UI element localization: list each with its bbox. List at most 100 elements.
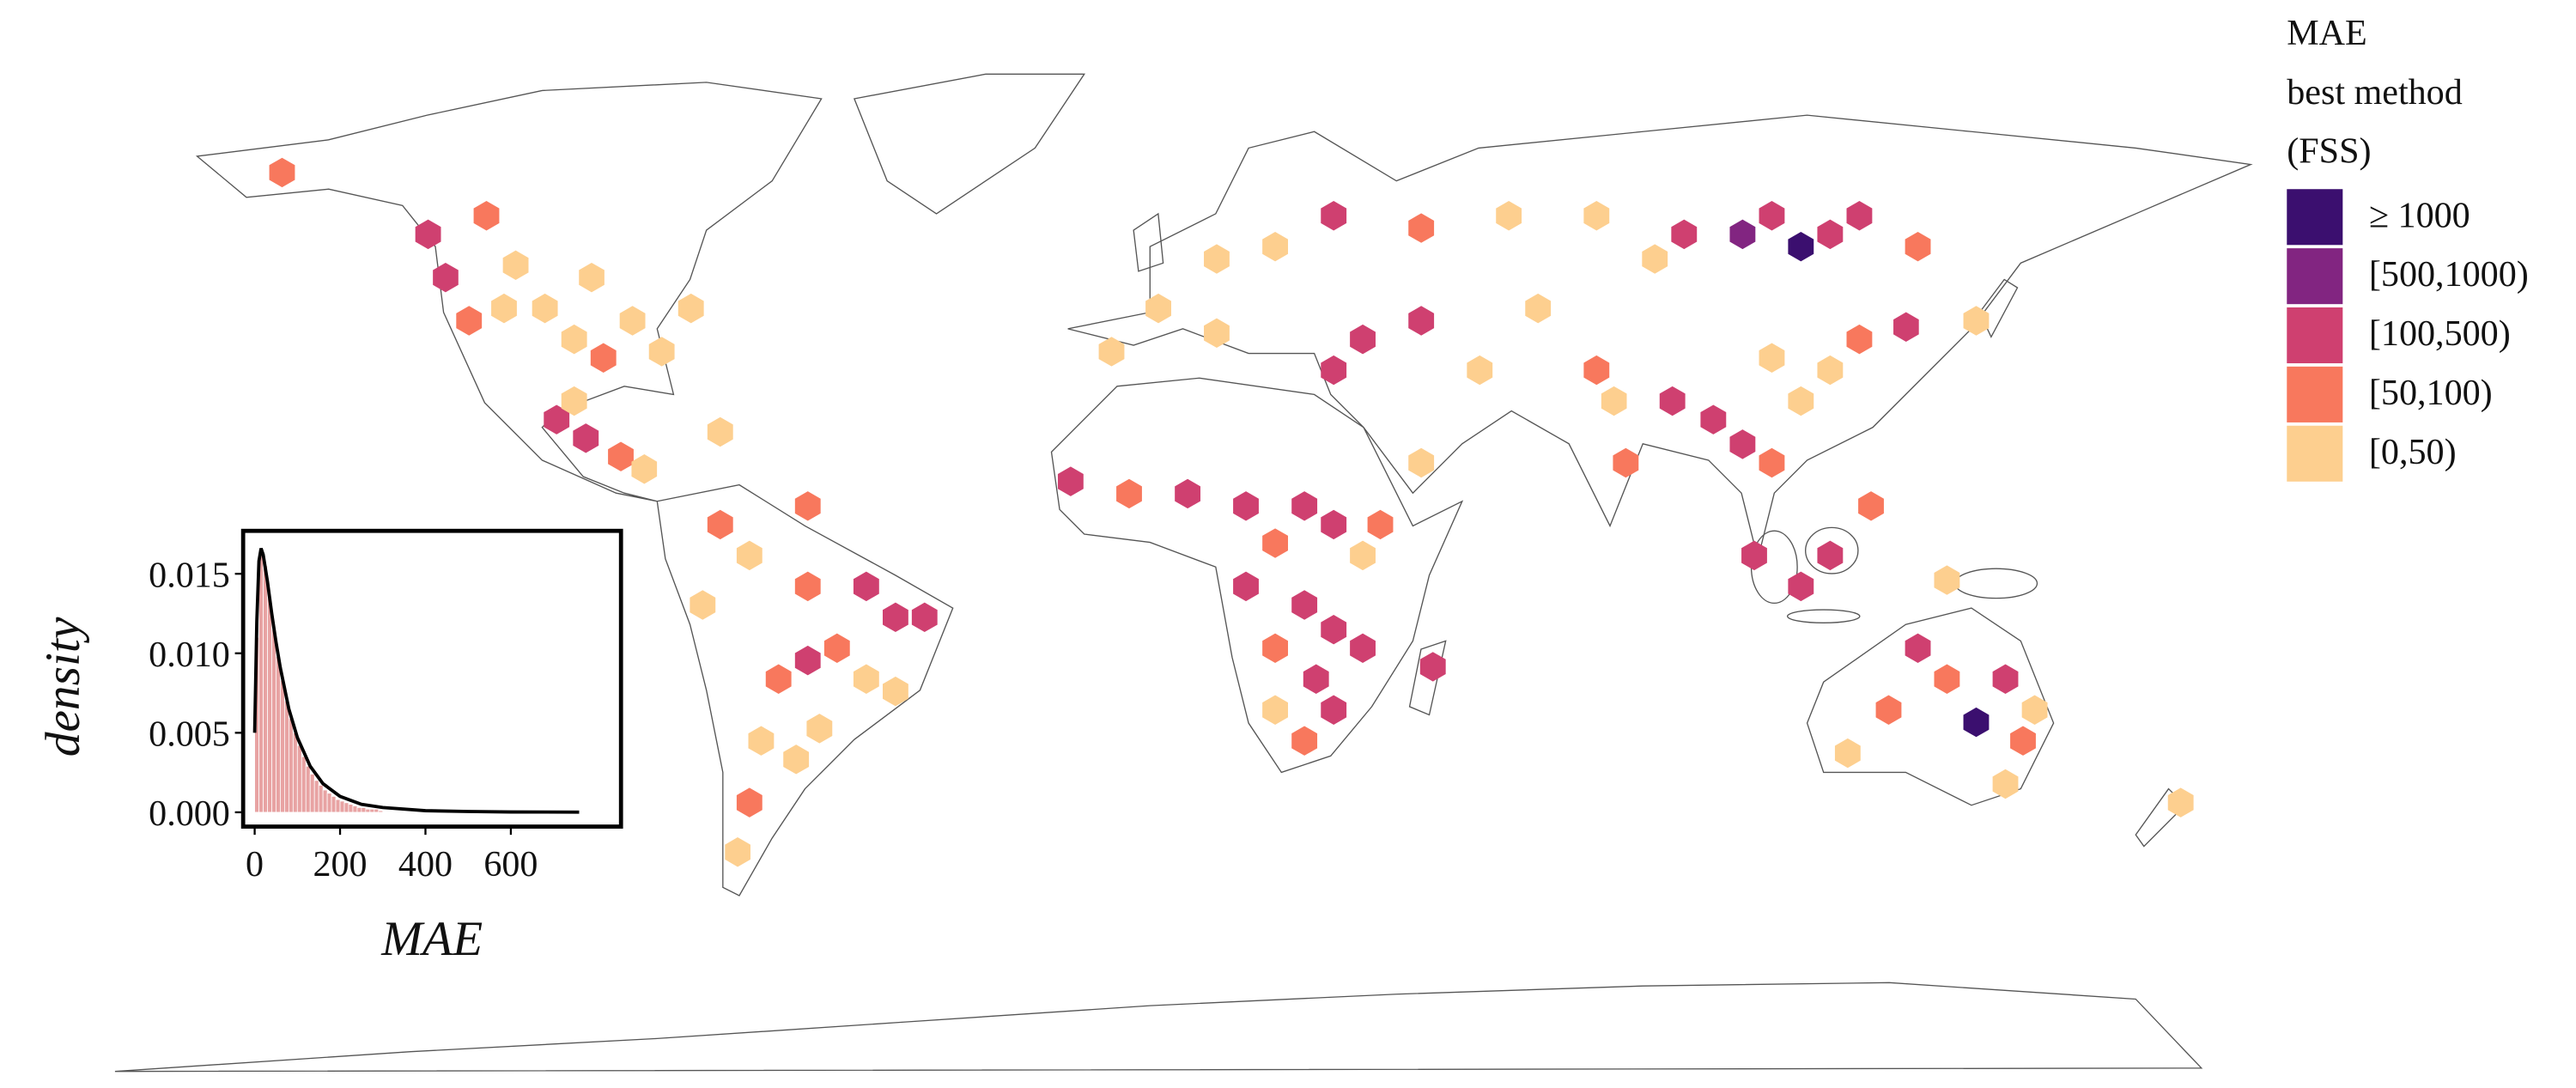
hexbin	[1467, 355, 1493, 386]
y-tick-label: 0.015	[149, 555, 230, 595]
hexbin	[1788, 386, 1814, 416]
histogram-bar	[276, 656, 281, 813]
hexbin	[794, 491, 821, 521]
legend-swatch	[2287, 425, 2343, 482]
inset-histogram: 0 200 400 600 0.000 0.005 0.010 0.015 MAE density	[36, 528, 623, 966]
x-tick-label: 200	[313, 844, 367, 884]
greenland	[853, 73, 1086, 215]
x-axis-label: MAE	[380, 912, 483, 966]
histogram-bar	[301, 756, 307, 813]
hexbin	[1846, 324, 1873, 355]
histogram-bar	[267, 597, 272, 813]
hexbin	[491, 293, 517, 324]
new-guinea	[1954, 568, 2038, 599]
histogram-bar	[263, 565, 268, 813]
hexbin	[794, 571, 821, 602]
hexbin	[1934, 664, 1960, 694]
hexbin	[1659, 386, 1686, 416]
hexbin	[853, 664, 879, 694]
hexbin	[1905, 633, 1931, 664]
hexbin	[1350, 540, 1376, 571]
hexbin	[1408, 213, 1435, 243]
coastlines	[114, 73, 2253, 1073]
legend-swatch	[2287, 248, 2343, 305]
hexbin	[1893, 312, 1919, 342]
borneo	[1805, 526, 1859, 574]
hexbin	[1057, 466, 1084, 496]
hexbin	[1992, 664, 2019, 694]
hexbin	[1262, 528, 1288, 558]
hexbin	[1963, 306, 1990, 336]
hexbin	[1291, 726, 1318, 756]
hexbin	[677, 293, 704, 324]
histogram-bar	[288, 718, 294, 813]
hexbin	[1321, 509, 1347, 540]
histogram-bar	[309, 774, 315, 813]
hexbin	[1788, 571, 1814, 602]
hexbin	[1321, 614, 1347, 645]
hexbin	[532, 293, 558, 324]
legend-label: [0,50)	[2369, 432, 2457, 472]
histogram-bar	[284, 700, 289, 813]
legend-swatch	[2287, 366, 2343, 422]
hexbin	[853, 571, 879, 602]
legend-title: best method	[2287, 72, 2463, 112]
hexbin	[1846, 201, 1873, 231]
hexbin	[1817, 355, 1844, 386]
legend-label: [100,500)	[2369, 313, 2511, 354]
histogram-bar	[305, 765, 311, 813]
histogram-bar	[361, 806, 367, 813]
hexbin	[579, 262, 605, 293]
hexbin	[590, 343, 617, 373]
hexbin	[544, 404, 570, 435]
madagascar	[1408, 640, 1447, 716]
legend-label: ≥ 1000	[2369, 195, 2470, 235]
africa	[1050, 377, 1464, 774]
hexbin	[608, 441, 634, 471]
legend-swatch	[2287, 189, 2343, 246]
hexbin	[1204, 318, 1230, 349]
histogram-bar	[365, 808, 371, 813]
histogram-bar	[318, 785, 324, 813]
legend-label: [50,100)	[2369, 373, 2493, 413]
hexbin	[1817, 219, 1844, 250]
histogram-bar	[296, 745, 302, 813]
hexbin	[1934, 565, 1960, 595]
hexbin	[1291, 491, 1318, 521]
hexbin	[707, 509, 733, 540]
hexbin	[1642, 244, 1668, 274]
legend-label: [500,1000)	[2369, 254, 2529, 295]
hexbin	[1321, 355, 1347, 386]
hexbin	[1759, 201, 1785, 231]
south-america	[656, 483, 954, 897]
hexbin	[1408, 306, 1435, 336]
hexbin	[1496, 201, 1522, 231]
hexbin	[1613, 447, 1639, 478]
hexbin	[1525, 293, 1552, 324]
hexbin	[1759, 447, 1785, 478]
hexbin	[1729, 219, 1756, 250]
hexbin	[1262, 231, 1288, 262]
hexbin	[882, 602, 908, 633]
hexbin	[1419, 652, 1446, 682]
hexbin	[1817, 540, 1844, 571]
hexbin	[1262, 695, 1288, 725]
histogram-bar	[378, 810, 384, 813]
hexbin	[1291, 590, 1318, 620]
hexbin	[1992, 769, 2019, 799]
hexbin	[1788, 231, 1814, 262]
hexbin	[806, 714, 833, 744]
hexbin	[783, 745, 810, 775]
hexbin	[473, 201, 500, 231]
histogram-bar	[326, 793, 332, 813]
hexbin	[1321, 695, 1347, 725]
histogram-bar	[322, 789, 328, 813]
histogram-bar	[374, 808, 380, 813]
y-tick-label: 0.005	[149, 714, 230, 755]
hexbin	[269, 157, 295, 188]
y-tick-label: 0.010	[149, 635, 230, 675]
hexbin	[1367, 509, 1394, 540]
hexbin	[736, 787, 762, 818]
histogram-bar	[339, 800, 345, 813]
